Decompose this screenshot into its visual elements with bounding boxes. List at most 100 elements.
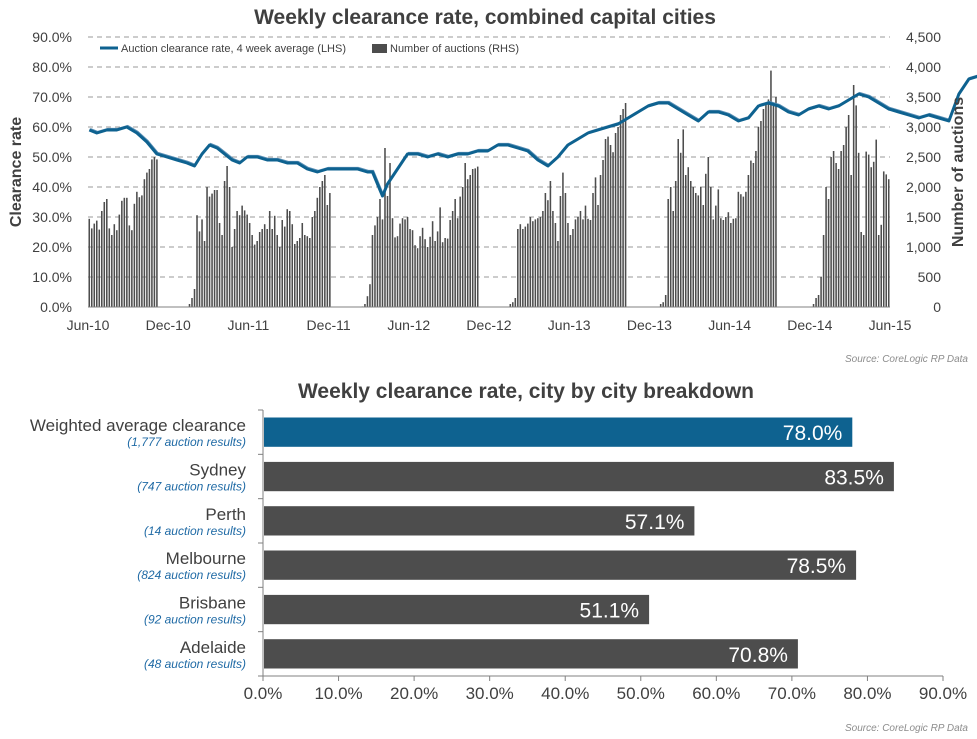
auction-bar <box>201 219 203 307</box>
top-right-tick: 2,000 <box>906 179 941 195</box>
city-bar <box>264 506 695 536</box>
auction-bar <box>707 157 710 307</box>
bottom-chart: Weekly clearance rate, city by city brea… <box>30 380 969 734</box>
top-x-ticks: Jun-10 Dec-10 Jun-11 Dec-11 Jun-12 Dec-12 Jun-… <box>67 317 912 333</box>
auction-bar <box>567 223 569 307</box>
auction-bar <box>745 191 747 307</box>
auction-bar <box>379 199 381 307</box>
auction-bar <box>725 217 727 307</box>
auction-bar <box>416 248 419 307</box>
auction-bar <box>582 219 584 307</box>
auction-bar <box>449 220 451 307</box>
top-right-tick: 4,500 <box>906 29 941 45</box>
auction-bar <box>108 228 111 307</box>
auction-bar <box>882 171 885 307</box>
top-gridlines <box>88 36 890 278</box>
city-bar-value-label: 51.1% <box>580 600 640 623</box>
auction-bar <box>474 168 476 307</box>
auction-bar <box>261 229 263 307</box>
auction-bar <box>213 190 216 307</box>
auction-bar <box>537 218 539 307</box>
auction-bar <box>389 163 391 307</box>
city-bar <box>264 594 650 625</box>
top-left-ticks: 0.0% 10.0% 20.0% 30.0% 40.0% 50.0% 60.0% 70.0% 8… <box>32 29 72 315</box>
auction-bar <box>406 217 409 307</box>
auction-bar <box>852 85 855 307</box>
auction-bar <box>524 226 527 307</box>
auction-bar <box>196 215 198 307</box>
auction-bar <box>454 199 456 307</box>
auction-bar <box>93 223 96 307</box>
auction-bar <box>288 211 291 307</box>
top-x-tick: Dec-11 <box>307 317 351 333</box>
auction-bar <box>128 225 131 307</box>
auction-bar <box>692 187 695 307</box>
auction-bar <box>419 236 421 307</box>
auction-bar <box>619 115 622 307</box>
auction-bar <box>517 229 519 307</box>
auction-bar <box>231 247 233 307</box>
auction-bar <box>421 227 424 307</box>
auction-bar <box>877 235 880 307</box>
auction-bar <box>98 229 101 307</box>
bottom-x-tick: 0.0% <box>244 684 283 703</box>
auction-bar <box>411 230 414 307</box>
auction-bar <box>700 187 702 307</box>
auction-bar <box>865 151 867 307</box>
auction-bar <box>306 236 309 307</box>
auction-bar <box>188 304 191 307</box>
city-bar <box>264 461 894 492</box>
auction-bar <box>384 148 386 307</box>
city-results-count: (1,777 auction results) <box>127 435 246 449</box>
auction-bar <box>767 99 770 308</box>
city-bar-value-label: 78.5% <box>787 555 847 578</box>
auction-bar <box>775 97 777 307</box>
bottom-x-tick: 10.0% <box>314 684 362 703</box>
auction-bar <box>371 235 374 307</box>
auction-bar <box>321 181 324 307</box>
auction-bar <box>674 181 677 307</box>
city-name-label: Adelaide <box>180 638 246 657</box>
auction-bar <box>609 145 612 307</box>
auction-bar <box>614 133 617 307</box>
auction-bar <box>241 205 243 307</box>
top-x-tick: Jun-12 <box>387 317 430 333</box>
auction-bar <box>662 302 664 307</box>
auction-bar <box>514 298 517 307</box>
auction-bar <box>842 145 845 307</box>
auction-bar <box>612 152 614 307</box>
auction-bar <box>329 193 331 307</box>
auction-bar <box>529 217 532 307</box>
auction-bar <box>116 230 118 307</box>
auction-bar <box>772 103 775 307</box>
auction-bar <box>309 238 311 307</box>
auction-bar <box>316 197 319 307</box>
bottom-x-tick: 90.0% <box>919 684 967 703</box>
auction-bar <box>870 167 872 307</box>
auction-bar <box>689 181 692 307</box>
auction-bar <box>682 129 685 307</box>
auction-bar <box>727 212 730 307</box>
top-x-tick: Dec-12 <box>466 317 511 333</box>
auction-bar <box>324 175 326 307</box>
auction-bar <box>386 196 389 307</box>
auction-bar <box>243 210 246 307</box>
bottom-x-tick: 50.0% <box>617 684 665 703</box>
auction-bar <box>740 194 742 307</box>
auction-bar <box>850 175 852 307</box>
auction-bar <box>374 225 376 307</box>
top-right-tick: 1,500 <box>906 209 941 225</box>
auction-bar <box>534 219 537 307</box>
auction-bar <box>750 160 752 307</box>
auction-bar <box>694 193 697 307</box>
auction-bar <box>123 197 126 307</box>
auction-bar <box>622 109 624 307</box>
auction-bar <box>687 167 690 307</box>
auction-bar <box>95 220 98 307</box>
auction-bar <box>296 241 299 307</box>
auction-bar <box>752 163 755 307</box>
auction-bar <box>712 219 715 307</box>
top-right-ticks: 0 500 1,000 1,500 2,000 2,500 3,000 3,500 4,000 4… <box>906 29 941 315</box>
auction-bar <box>299 238 301 307</box>
auction-bar <box>519 224 522 307</box>
